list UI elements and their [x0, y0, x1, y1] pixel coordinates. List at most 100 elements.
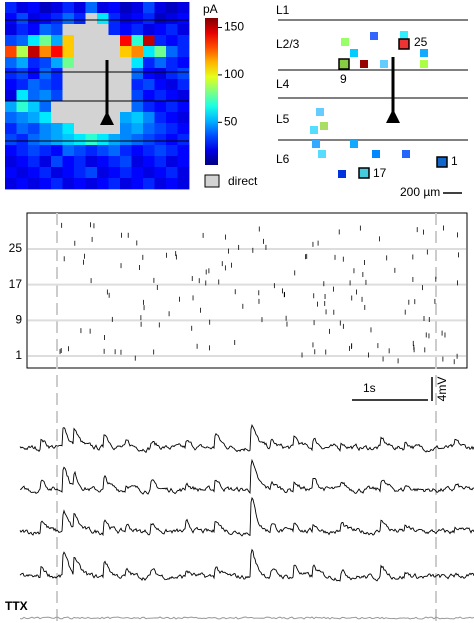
heat-cell	[62, 134, 75, 146]
heat-cell	[120, 2, 132, 14]
heat-cell	[177, 123, 190, 135]
heat-cell	[120, 24, 132, 36]
heat-cell	[120, 68, 132, 80]
heat-cell	[120, 101, 132, 113]
heat-cell	[39, 79, 52, 91]
heat-cell	[62, 46, 75, 58]
heat-cell	[39, 2, 52, 14]
heat-cell	[5, 134, 17, 146]
heat-cell	[74, 79, 86, 91]
heat-cell	[177, 101, 190, 113]
heat-cell	[85, 134, 98, 146]
heat-cell	[143, 145, 155, 157]
heat-cell	[108, 35, 121, 47]
heat-cell	[85, 167, 98, 179]
heat-cell	[5, 101, 17, 113]
heat-cell	[97, 79, 109, 91]
heat-cell	[16, 24, 29, 36]
heat-cell	[39, 68, 52, 80]
heat-cell	[16, 167, 29, 179]
heat-cell	[62, 145, 75, 157]
heat-cell	[143, 2, 155, 14]
heat-cell	[28, 24, 40, 36]
heat-cell	[16, 46, 29, 58]
heat-cell	[39, 178, 52, 190]
heat-cell	[74, 13, 86, 25]
heat-cell	[131, 68, 144, 80]
ttx-label: TTX	[5, 599, 28, 613]
heat-cell	[154, 145, 167, 157]
heat-cell	[131, 57, 144, 69]
heat-cell	[143, 46, 155, 58]
heat-cell	[74, 90, 86, 102]
heat-cell	[74, 68, 86, 80]
heat-cell	[39, 156, 52, 168]
heat-cell	[51, 112, 63, 124]
voltage-trace	[19, 424, 474, 454]
heat-cell	[39, 57, 52, 69]
heat-cell	[154, 156, 167, 168]
heat-cell	[74, 57, 86, 69]
heat-cell	[85, 90, 98, 102]
heat-cell	[62, 90, 75, 102]
heat-cell	[51, 90, 63, 102]
heat-cell	[85, 13, 98, 25]
heat-cell	[16, 57, 29, 69]
heat-cell	[16, 2, 29, 14]
heat-cell	[62, 24, 75, 36]
heat-cell	[28, 57, 40, 69]
heat-cell	[154, 167, 167, 179]
raster-frame	[26, 212, 468, 369]
heat-cell	[120, 123, 132, 135]
heat-cell	[108, 134, 121, 146]
heat-cell	[166, 123, 178, 135]
raster-tick-label: 9	[15, 313, 22, 327]
heat-cell	[85, 35, 98, 47]
heat-cell	[74, 145, 86, 157]
heat-cell	[62, 79, 75, 91]
heat-cell	[85, 123, 98, 135]
heat-cell	[39, 46, 52, 58]
heat-cell	[5, 112, 17, 124]
heat-cell	[5, 57, 17, 69]
layer-label: L6	[276, 152, 290, 166]
heat-cell	[51, 24, 63, 36]
heat-cell	[143, 68, 155, 80]
heat-cell	[166, 79, 178, 91]
heat-cell	[39, 13, 52, 25]
heat-cell	[28, 68, 40, 80]
heat-cell	[51, 167, 63, 179]
heat-cell	[177, 134, 190, 146]
heat-cell	[5, 35, 17, 47]
heat-cell	[131, 178, 144, 190]
heat-cell	[5, 2, 17, 14]
heat-cell	[131, 134, 144, 146]
heat-cell	[5, 123, 17, 135]
heat-cell	[74, 167, 86, 179]
heat-cell	[177, 178, 190, 190]
heat-cell	[177, 24, 190, 36]
heat-cell	[177, 156, 190, 168]
heat-cell	[177, 90, 190, 102]
heat-cell	[51, 79, 63, 91]
heat-cell	[177, 68, 190, 80]
heat-cell	[51, 46, 63, 58]
heat-cell	[28, 46, 40, 58]
heat-cell	[143, 156, 155, 168]
heat-cell	[143, 13, 155, 25]
heat-cell	[108, 68, 121, 80]
heat-cell	[177, 145, 190, 157]
raster-tick-label: 1	[15, 348, 22, 362]
heat-cell	[108, 46, 121, 58]
heat-cell	[51, 35, 63, 47]
heat-cell	[154, 90, 167, 102]
heat-cell	[131, 101, 144, 113]
heat-cell	[39, 145, 52, 157]
heat-cell	[28, 178, 40, 190]
heat-cell	[131, 112, 144, 124]
heat-cell	[166, 167, 178, 179]
heat-cell	[16, 79, 29, 91]
heat-cell	[85, 178, 98, 190]
traces	[19, 424, 474, 620]
heat-cell	[154, 35, 167, 47]
